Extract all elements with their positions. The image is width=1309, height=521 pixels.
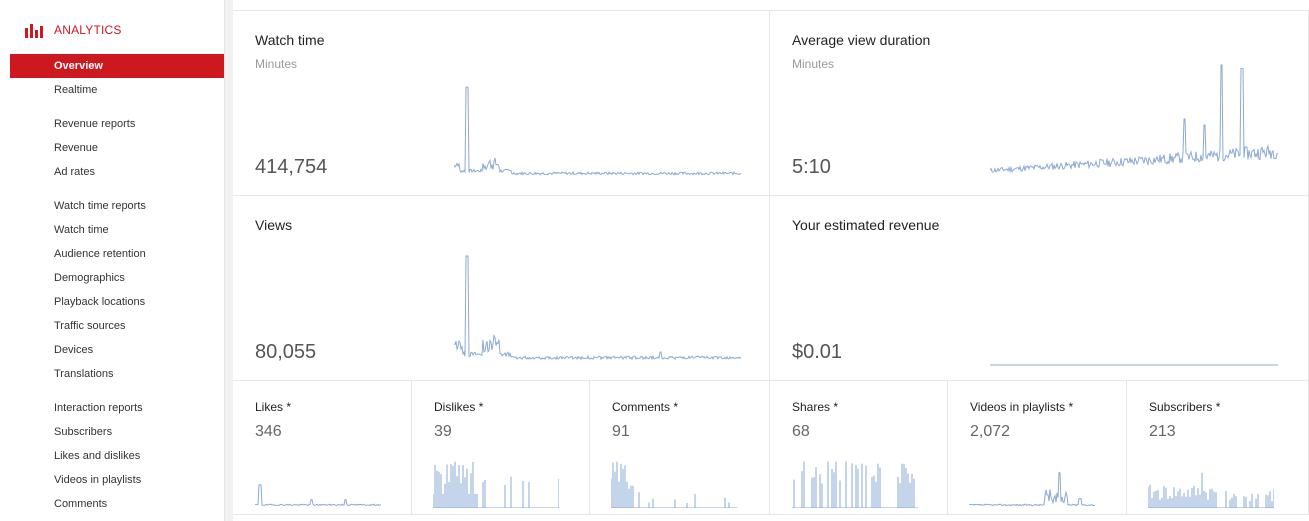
views-sparkline-path	[454, 255, 741, 361]
main-content: Watch time Minutes 414,754 Average view …	[233, 0, 1309, 521]
videos-in-playlists-sparkline-path	[969, 472, 1095, 507]
views-card[interactable]: Views 80,055	[233, 196, 770, 381]
shares-sparkline	[792, 461, 918, 508]
watch-time-sparkline-path	[454, 86, 741, 176]
watch-time-title: Watch time	[255, 32, 325, 48]
sidebar-item-likes-and-dislikes[interactable]: Likes and dislikes	[54, 450, 141, 462]
sidebar-item-realtime[interactable]: Realtime	[54, 84, 98, 96]
sidebar: ANALYTICS Overview Realtime Revenue repo…	[0, 0, 225, 521]
watch-time-card[interactable]: Watch time Minutes 414,754	[233, 11, 770, 196]
videos-in-playlists-value: 2,072	[970, 423, 1011, 440]
shares-value: 68	[792, 423, 810, 440]
sidebar-item-ad-rates[interactable]: Ad rates	[54, 166, 95, 178]
subscribers-sparkline	[1148, 472, 1274, 508]
avg-view-duration-card[interactable]: Average view duration Minutes 5:10	[770, 11, 1309, 196]
sidebar-item-subscribers[interactable]: Subscribers	[54, 426, 113, 438]
analytics-label: ANALYTICS	[54, 23, 122, 37]
likes-title: Likes *	[255, 400, 292, 414]
avg-view-duration-sparkline	[990, 64, 1278, 174]
sidebar-item-overview[interactable]: Overview	[10, 54, 224, 78]
subscribers-value: 213	[1149, 423, 1176, 440]
likes-card[interactable]: Likes * 346	[233, 381, 412, 515]
sidebar-item-watch-time[interactable]: Watch time	[54, 224, 109, 236]
sidebar-item-interaction-reports[interactable]: Interaction reports	[54, 402, 143, 414]
videos-in-playlists-card[interactable]: Videos in playlists * 2,072	[948, 381, 1127, 515]
sidebar-item-revenue[interactable]: Revenue	[54, 142, 99, 154]
analytics-brand[interactable]: ANALYTICS	[24, 20, 122, 40]
dislikes-card[interactable]: Dislikes * 39	[412, 381, 590, 515]
watch-time-unit: Minutes	[255, 57, 298, 71]
shares-sparkline-path	[792, 461, 918, 508]
videos-in-playlists-sparkline	[969, 472, 1095, 507]
subscribers-card[interactable]: Subscribers * 213	[1127, 381, 1309, 515]
comments-card[interactable]: Comments * 91	[590, 381, 770, 515]
subscribers-sparkline-path	[1148, 472, 1274, 508]
sidebar-item-audience-retention[interactable]: Audience retention	[54, 248, 146, 260]
sidebar-item-revenue-reports[interactable]: Revenue reports	[54, 118, 136, 130]
dislikes-title: Dislikes *	[434, 400, 484, 414]
comments-value: 91	[612, 423, 630, 440]
sidebar-item-demographics[interactable]: Demographics	[54, 272, 125, 284]
dislikes-sparkline-path	[433, 461, 559, 508]
sidebar-item-translations[interactable]: Translations	[54, 368, 114, 380]
comments-title: Comments *	[612, 400, 679, 414]
bottom-strip	[233, 515, 1309, 521]
dislikes-sparkline	[433, 461, 559, 508]
views-value: 80,055	[255, 341, 317, 363]
comments-sparkline	[611, 461, 737, 508]
sidebar-item-comments[interactable]: Comments	[54, 498, 108, 510]
avg-view-duration-unit: Minutes	[792, 57, 835, 71]
sidebar-item-devices[interactable]: Devices	[54, 344, 94, 356]
watch-time-sparkline	[454, 86, 741, 176]
shares-card[interactable]: Shares * 68	[770, 381, 948, 515]
avg-view-duration-title: Average view duration	[792, 32, 931, 48]
sidebar-item-videos-in-playlists[interactable]: Videos in playlists	[54, 474, 142, 486]
comments-sparkline-path	[611, 461, 737, 508]
sidebar-item-playback-locations[interactable]: Playback locations	[54, 296, 146, 308]
estimated-revenue-title: Your estimated revenue	[792, 217, 940, 233]
estimated-revenue-sparkline	[990, 364, 1278, 366]
avg-view-duration-sparkline-path	[990, 64, 1278, 174]
sidebar-item-traffic-sources[interactable]: Traffic sources	[54, 320, 126, 332]
views-sparkline	[454, 255, 741, 361]
avg-view-duration-value: 5:10	[792, 156, 831, 178]
videos-in-playlists-title: Videos in playlists *	[970, 400, 1074, 414]
dislikes-value: 39	[434, 423, 452, 440]
subscribers-title: Subscribers *	[1149, 400, 1221, 414]
sidebar-item-watch-time-reports[interactable]: Watch time reports	[54, 200, 146, 212]
estimated-revenue-card[interactable]: Your estimated revenue $0.01	[770, 196, 1309, 381]
likes-sparkline-path	[255, 484, 381, 507]
top-strip	[233, 0, 1309, 11]
watch-time-value: 414,754	[255, 156, 328, 178]
estimated-revenue-value: $0.01	[792, 341, 843, 363]
views-title: Views	[255, 217, 293, 233]
bar-chart-icon	[25, 24, 43, 38]
likes-sparkline	[255, 484, 381, 507]
shares-title: Shares *	[792, 400, 839, 414]
likes-value: 346	[255, 423, 282, 440]
